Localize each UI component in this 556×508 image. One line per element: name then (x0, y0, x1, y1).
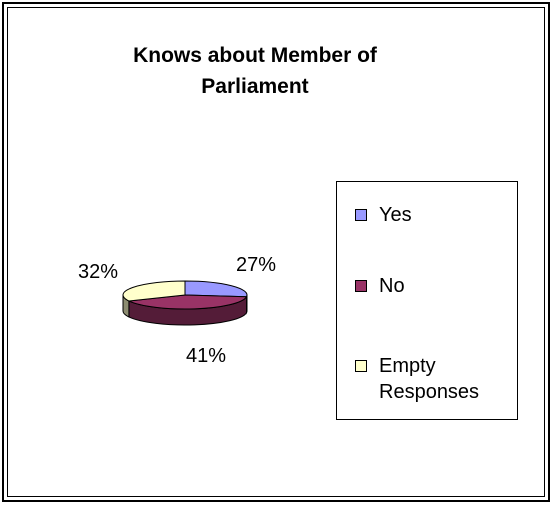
pie-slice-no (127, 294, 248, 310)
legend-item-yes: Yes (355, 202, 412, 228)
chart-title: Knows about Member of Parliament (100, 40, 410, 102)
pie-slice-yes (184, 280, 248, 298)
legend-label-no: No (379, 275, 405, 297)
chart-outer-border (2, 2, 550, 502)
chart-inner-border (7, 7, 545, 497)
legend-swatch-yes (355, 209, 367, 221)
legend-swatch-no (355, 280, 367, 292)
chart-title-line-2: Parliament (201, 75, 309, 98)
legend-item-empty-responses: Empty Responses (355, 353, 519, 405)
chart-title-line-1: Knows about Member of (133, 44, 377, 67)
legend-item-no: No (355, 273, 405, 299)
data-label-yes: 27% (236, 254, 276, 276)
legend-label-yes: Yes (379, 204, 412, 226)
chart-legend: Yes No Empty Responses (336, 181, 518, 420)
legend-swatch-empty-responses (355, 360, 367, 372)
data-label-empty: 32% (78, 261, 118, 283)
pie-slices (122, 280, 248, 326)
data-label-no: 41% (186, 345, 226, 367)
legend-label-empty-responses: Empty Responses (379, 355, 480, 403)
pie-slice-empty-responses (122, 280, 186, 302)
